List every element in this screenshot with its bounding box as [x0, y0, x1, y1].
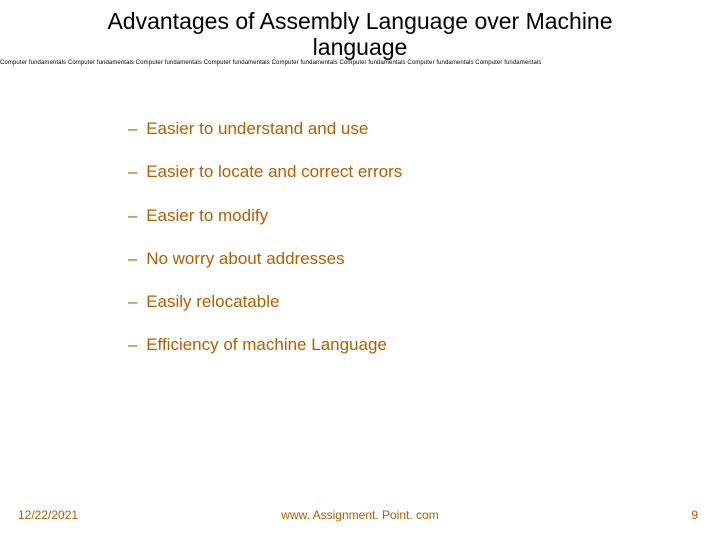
bullet-dash: – [128, 291, 137, 312]
bullet-text: Easier to modify [141, 206, 268, 225]
bullet-text: Efficiency of machine Language [141, 335, 386, 354]
title-line-2: language [313, 34, 408, 60]
bullet-list: – Easier to understand and use– Easier t… [128, 118, 648, 378]
bullet-item: – Easily relocatable [128, 291, 648, 312]
slide-title: Advantages of Assembly Language over Mac… [0, 8, 720, 61]
slide: Advantages of Assembly Language over Mac… [0, 0, 720, 540]
bullet-text: No worry about addresses [141, 249, 344, 268]
bullet-dash: – [128, 205, 137, 226]
bullet-dash: – [128, 248, 137, 269]
bullet-text: Easier to understand and use [141, 119, 368, 138]
bullet-dash: – [128, 118, 137, 139]
footer-page: 9 [691, 508, 698, 522]
bullet-item: – Easier to modify [128, 205, 648, 226]
bullet-dash: – [128, 161, 137, 182]
watermark-strip: Computer fundamentals Computer fundament… [0, 60, 720, 66]
title-line-1: Advantages of Assembly Language over Mac… [107, 8, 612, 34]
bullet-text: Easier to locate and correct errors [141, 162, 402, 181]
bullet-item: – Easier to locate and correct errors [128, 161, 648, 182]
bullet-item: – Efficiency of machine Language [128, 334, 648, 355]
bullet-text: Easily relocatable [141, 292, 279, 311]
bullet-item: – No worry about addresses [128, 248, 648, 269]
bullet-dash: – [128, 334, 137, 355]
bullet-item: – Easier to understand and use [128, 118, 648, 139]
footer-center: www. Assignment. Point. com [0, 508, 720, 522]
